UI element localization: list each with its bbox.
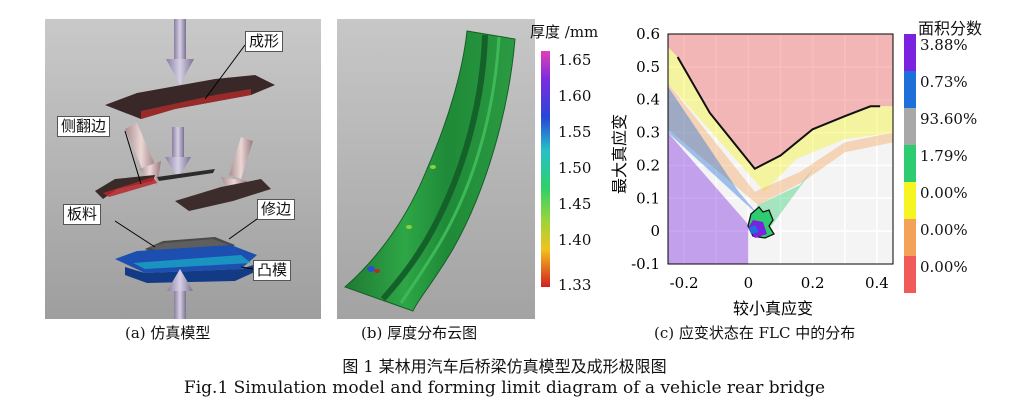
thickness-legend-title: 厚度 /mm	[530, 23, 599, 41]
figure-title-en: Fig.1 Simulation model and forming limit…	[183, 378, 826, 398]
legend-label: 3.88%	[920, 36, 968, 54]
y-axis-label: 最大真应变	[610, 114, 629, 194]
area-fraction-legend-title: 面积分数	[918, 19, 983, 38]
y-tick: 0.3	[636, 124, 660, 142]
x-axis-label: 较小真应变	[733, 299, 813, 318]
legend-swatch	[904, 256, 916, 293]
flc-curve	[676, 56, 881, 170]
y-tick: 0.1	[636, 189, 660, 207]
y-tick-labels: 0.6 0.5 0.4 0.3 0.2 0.1 0 -0.1	[631, 25, 660, 273]
y-tick: 0.5	[636, 58, 660, 76]
legend-swatch	[904, 145, 916, 182]
thickness-ticks: 1.65 1.60 1.55 1.50 1.45 1.40 1.33	[558, 51, 608, 294]
legend-label: 0.00%	[920, 258, 968, 276]
legend-label: 0.73%	[920, 73, 968, 91]
legend-swatch	[904, 219, 916, 256]
x-tick: 0.4	[865, 274, 889, 292]
area-fraction-legend: 3.88% 0.73% 93.60% 1.79% 0.00% 0.00% 0.00%	[904, 34, 1004, 294]
y-tick: -0.1	[631, 255, 660, 273]
caption-c: (c) 应变状态在 FLC 中的分布	[654, 324, 856, 342]
figure-title-cn: 图 1 某林用汽车后桥梁仿真模型及成形极限图	[342, 357, 667, 376]
legend-label: 93.60%	[920, 110, 978, 128]
zone-marginal	[668, 47, 893, 192]
thickness-colorbar	[541, 51, 550, 287]
zone-failure	[668, 34, 893, 169]
x-tick: -0.2	[670, 274, 699, 292]
tick-1-50: 1.50	[558, 159, 592, 177]
legend-swatch	[904, 71, 916, 108]
legend-swatch	[904, 34, 916, 71]
legend-label: 1.79%	[920, 147, 968, 165]
tick-1-60: 1.60	[558, 87, 592, 105]
thickness-contour-panel	[337, 19, 535, 319]
tick-1-45: 1.45	[558, 195, 592, 213]
tick-1-40: 1.40	[558, 231, 592, 249]
x-tick: 0	[744, 274, 754, 292]
plot-frame	[667, 33, 894, 265]
thickness-contour-image	[337, 19, 535, 319]
y-tick: 0	[650, 222, 660, 240]
x-tick: 0.2	[801, 274, 825, 292]
strain-points	[747, 206, 775, 239]
flc-chart: -0.2 0 0.2 0.4 0.6 0.5 0.4 0.3 0.2 0.1 0 -0.1 较小真应…	[610, 25, 894, 318]
label-blank: 板料	[63, 204, 102, 225]
label-punch: 凸模	[253, 260, 292, 281]
legend-label: 0.00%	[920, 221, 968, 239]
legend-swatch	[904, 182, 916, 219]
zone-wrinkle-tendency	[668, 83, 893, 205]
grid-lines	[668, 34, 893, 264]
tick-1-33: 1.33	[558, 276, 592, 294]
legend-swatch	[904, 108, 916, 145]
label-side-flange: 侧翻边	[57, 116, 111, 137]
tick-1-55: 1.55	[558, 123, 592, 141]
legend-label: 0.00%	[920, 184, 968, 202]
caption-a: (a) 仿真模型	[125, 324, 211, 342]
x-tick-labels: -0.2 0 0.2 0.4	[670, 274, 889, 292]
simulation-model-panel: 成形 侧翻边 板料 修边 凸模	[45, 19, 321, 319]
tick-1-65: 1.65	[558, 51, 592, 69]
y-tick: 0.2	[636, 156, 660, 174]
simulation-model-image	[45, 19, 321, 319]
caption-b: (b) 厚度分布云图	[361, 324, 478, 342]
label-trim: 修边	[257, 199, 296, 220]
y-tick: 0.6	[636, 25, 660, 43]
label-forming: 成形	[245, 31, 284, 52]
zone-wrinkle	[668, 132, 749, 264]
y-tick: 0.4	[636, 91, 660, 109]
